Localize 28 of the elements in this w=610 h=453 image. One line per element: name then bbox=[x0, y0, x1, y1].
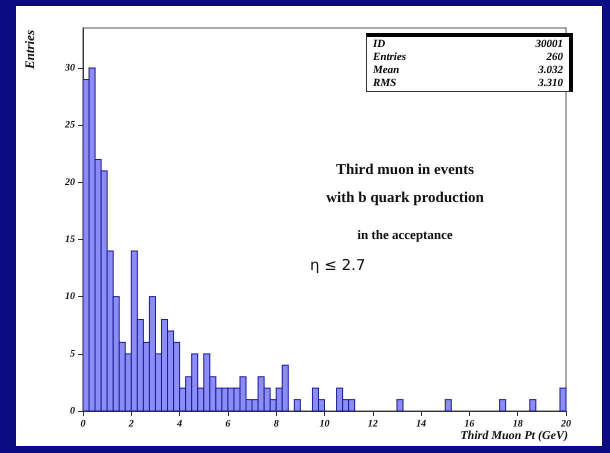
y-tick-label: 10 bbox=[65, 291, 75, 302]
y-tick-label: 15 bbox=[65, 234, 75, 246]
text: Mean 3.032 bbox=[373, 64, 563, 76]
y-tick-label: 30 bbox=[64, 62, 75, 74]
annotation: in the acceptance bbox=[357, 227, 453, 243]
x-tick-label: 14 bbox=[416, 418, 426, 430]
x-tick-label: 10 bbox=[320, 418, 330, 430]
y-axis-title: Entries bbox=[22, 30, 38, 70]
x-tick-label: 18 bbox=[512, 418, 523, 430]
text: Entries 260 bbox=[373, 51, 563, 63]
y-tick-label: 0 bbox=[70, 406, 75, 416]
x-axis-title: Third Muon Pt (GeV) bbox=[460, 428, 568, 443]
x-tick-label: 12 bbox=[368, 418, 378, 430]
y-tick-label: 25 bbox=[64, 120, 75, 131]
x-tick-label: 16 bbox=[464, 418, 474, 430]
x-tick-label: 4 bbox=[176, 418, 182, 430]
y-tick-label: 20 bbox=[64, 176, 75, 188]
text: ID 30001 bbox=[373, 38, 563, 50]
annotation: η ≤ 2.7 bbox=[310, 256, 366, 274]
annotation: with b quark production bbox=[326, 190, 484, 207]
text: RMS 3.310 bbox=[373, 77, 563, 89]
y-tick-label: 5 bbox=[70, 348, 75, 360]
x-tick-label: 8 bbox=[274, 418, 279, 430]
x-tick-label: 0 bbox=[80, 418, 86, 430]
x-tick-label: 2 bbox=[128, 418, 134, 430]
annotation: Third muon in events bbox=[336, 162, 474, 179]
x-tick-label: 20 bbox=[560, 418, 571, 430]
x-tick-label: 6 bbox=[225, 418, 230, 430]
